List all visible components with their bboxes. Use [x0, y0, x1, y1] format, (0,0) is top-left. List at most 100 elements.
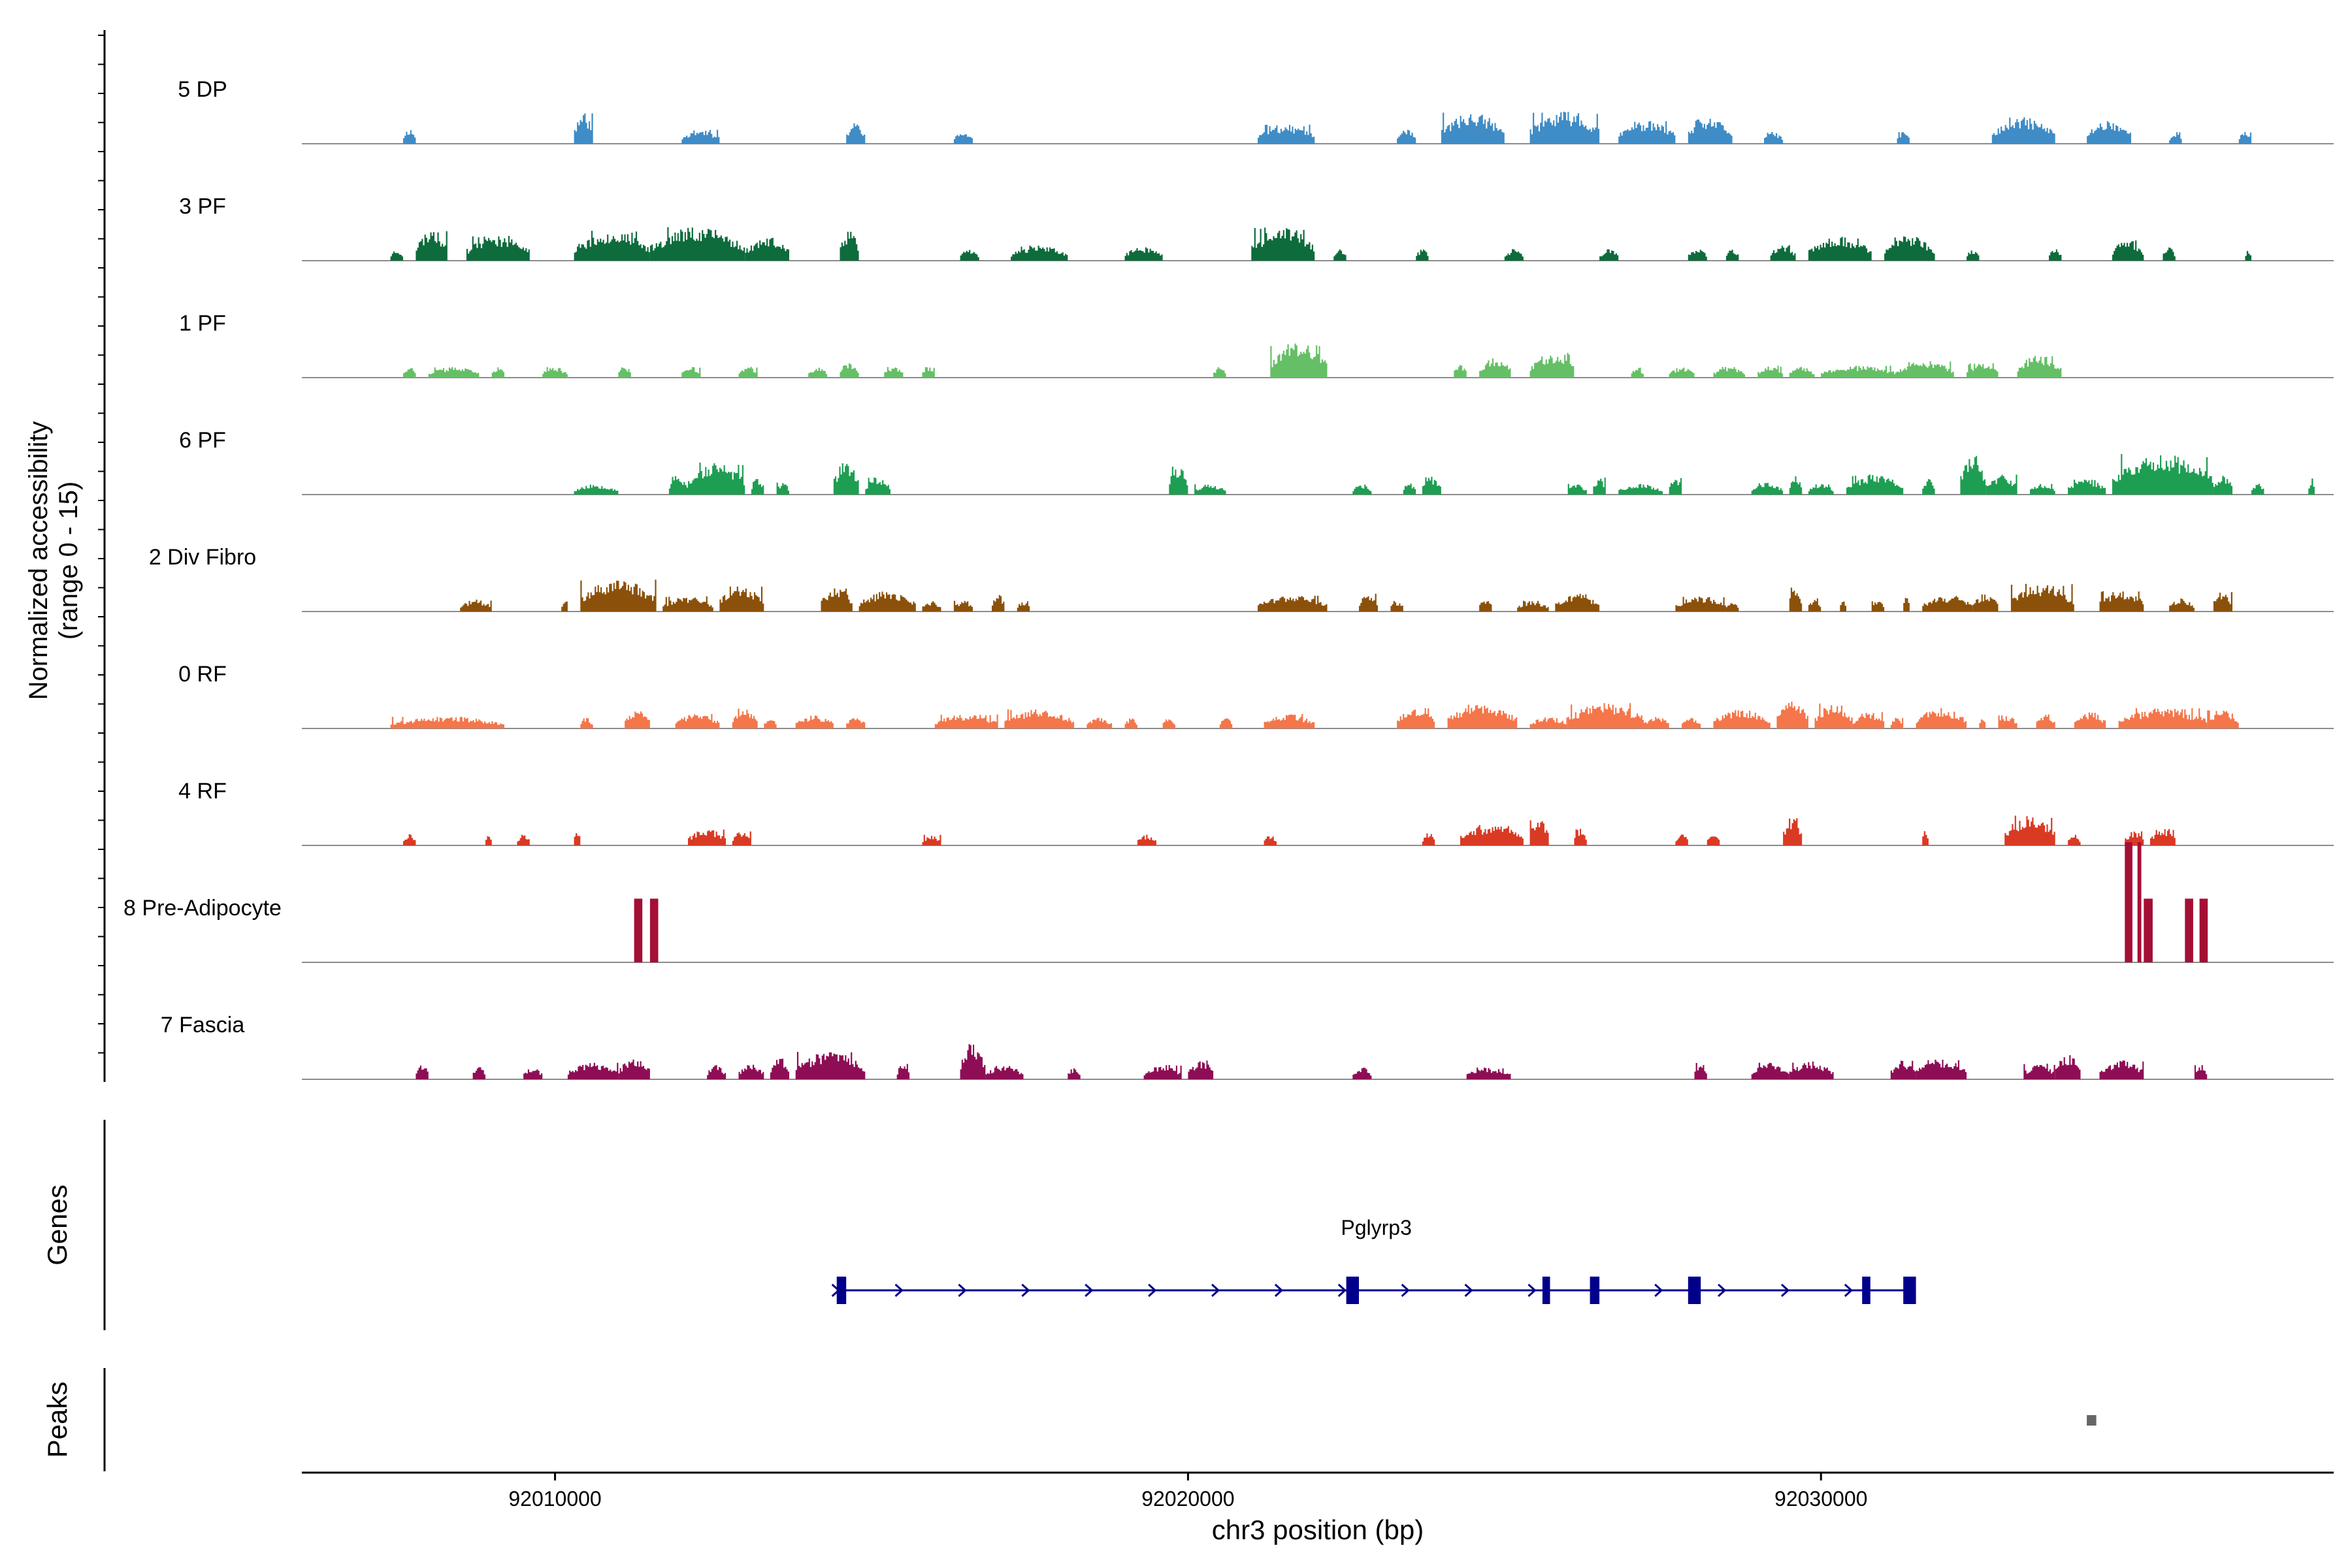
coverage-peak: [1789, 367, 1815, 378]
track-0-rf: 0 RF: [178, 662, 2334, 729]
coverage-peak: [1352, 1068, 1372, 1079]
coverage-peak: [1213, 367, 1226, 378]
coverage-peak: [1821, 365, 1897, 378]
track-label: 7 Fascia: [161, 1013, 245, 1037]
coverage-peak: [580, 718, 593, 728]
coverage-peak: [2245, 251, 2251, 261]
coverage-peak: [2199, 898, 2208, 962]
coverage-peak: [1890, 717, 1904, 728]
coverage-peak: [1555, 593, 1600, 612]
coverage-peak: [1675, 596, 1726, 612]
x-tick-label: 92020000: [1141, 1487, 1234, 1511]
coverage-peak: [1985, 474, 2017, 495]
coverage-peak: [992, 595, 1005, 612]
coverage-peak: [618, 1059, 650, 1079]
coverage-peak: [840, 363, 859, 378]
coverage-peak: [846, 718, 866, 728]
track-label: 1 PF: [179, 311, 226, 336]
coverage-peak: [460, 599, 492, 612]
coverage-peak: [1916, 708, 1967, 728]
coverage-peak: [1162, 719, 1175, 728]
coverage-peak: [649, 227, 745, 261]
coverage-peak: [2023, 1064, 2055, 1079]
coverage-peak: [681, 367, 701, 378]
coverage-peak: [1333, 249, 1347, 261]
coverage-peak: [1967, 363, 1999, 378]
coverage-peak: [2251, 483, 2264, 495]
coverage-peak: [491, 367, 504, 378]
x-axis-ticks: 92010000 92020000 92030000: [508, 1473, 1867, 1511]
coverage-peak: [2087, 121, 2131, 144]
x-tick-label: 92010000: [508, 1487, 601, 1511]
coverage-peak: [1143, 1065, 1182, 1079]
coverage-peak: [738, 1064, 764, 1079]
coverage-peak: [662, 596, 713, 612]
track-label: 4 RF: [178, 779, 227, 804]
coverage-peak: [2017, 355, 2062, 378]
coverage-peak: [1529, 112, 1600, 144]
coverage-peak: [1884, 237, 1935, 261]
strand-arrow: [894, 1283, 904, 1298]
coverage-peak: [1789, 1061, 1834, 1079]
coverage-peak: [1447, 704, 1518, 728]
exon: [1903, 1277, 1916, 1304]
coverage-peak: [1713, 367, 1745, 378]
coverage-peak: [574, 113, 593, 144]
coverage-peak: [821, 588, 853, 612]
track-label: 8 Pre-Adipocyte: [123, 896, 282, 921]
coverage-peak: [567, 1062, 619, 1079]
strand-arrow: [1274, 1283, 1284, 1298]
coverage-peak: [2030, 483, 2055, 495]
coverage-peak: [403, 130, 416, 144]
coverage-peak: [745, 238, 789, 261]
coverage-peak: [1897, 132, 1910, 144]
coverage-peak: [1270, 343, 1328, 378]
gene-name: Pglyrp3: [1341, 1216, 1412, 1239]
coverage-peak: [1416, 250, 1429, 261]
strand-arrow: [1337, 1283, 1347, 1298]
coverage-peak: [1258, 595, 1328, 612]
coverage-peak: [517, 834, 530, 845]
coverage-peak: [1264, 714, 1315, 728]
coverage-peak: [1916, 1060, 1967, 1079]
coverage-peak: [403, 368, 416, 378]
coverage-peak: [1852, 712, 1885, 728]
coverage-peak: [985, 1066, 1024, 1079]
coverage-peak: [1529, 820, 1549, 845]
coverage-peak: [634, 898, 643, 962]
coverage-peak: [953, 134, 973, 144]
coverage-peak: [960, 1044, 986, 1079]
coverage-peak: [2185, 898, 2193, 962]
coverage-peak: [1808, 237, 1872, 261]
coverage-peak: [1529, 717, 1568, 728]
coverage-peak: [1086, 717, 1113, 728]
coverage-peak: [732, 831, 751, 845]
coverage-peak: [1688, 250, 1707, 261]
coverage-peak: [1967, 250, 1980, 261]
coverage-peak: [776, 482, 789, 495]
coverage-peak: [858, 591, 916, 612]
track-1-pf: 1 PF: [179, 311, 2334, 378]
coverage-peak: [1979, 719, 1986, 728]
coverage-peak: [934, 714, 998, 728]
coverage-peak: [1567, 703, 1644, 728]
coverage-peak: [884, 367, 904, 378]
coverage-peak: [2169, 132, 2182, 144]
y-axis-title-line1: Normalized accessibility: [24, 421, 53, 700]
coverage-peak: [1789, 587, 1803, 612]
coverage-peak: [707, 1065, 727, 1079]
coverage-peak: [1725, 603, 1739, 612]
coverage-peak: [1751, 483, 1784, 495]
coverage-peak: [1460, 825, 1524, 845]
coverage-peak: [2137, 842, 2142, 962]
coverage-peak: [574, 833, 581, 845]
track-label: 5 DP: [178, 77, 227, 102]
coverage-peak: [416, 1065, 429, 1079]
coverage-peak: [896, 1064, 910, 1079]
coverage-peak: [523, 1069, 543, 1079]
coverage-peak: [1814, 703, 1853, 728]
coverage-peak: [770, 1058, 789, 1079]
strand-arrow: [1654, 1283, 1663, 1298]
